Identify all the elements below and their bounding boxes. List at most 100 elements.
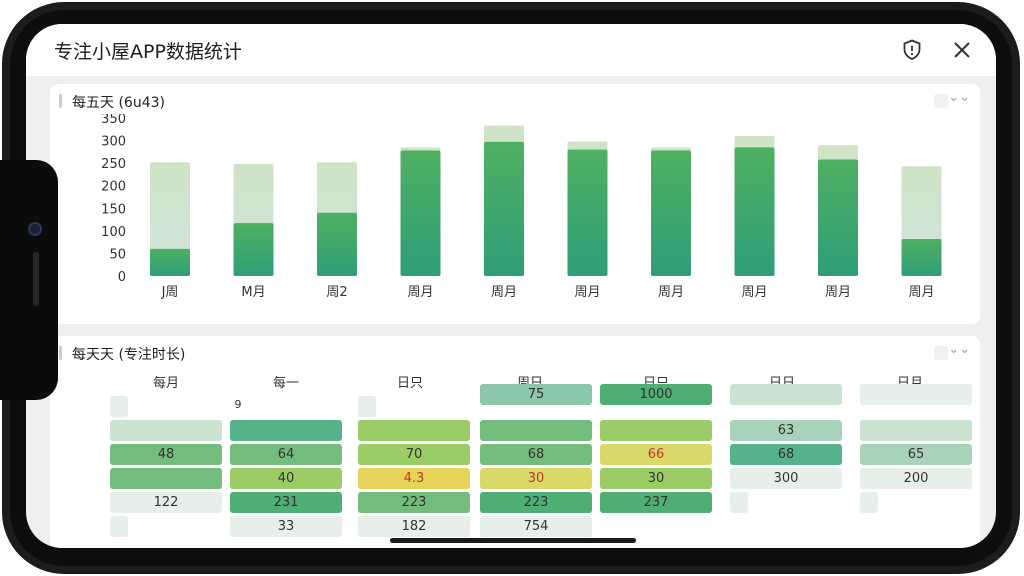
heatmap-cell[interactable] (110, 492, 222, 513)
y-tick-label: 0 (118, 270, 126, 285)
bar[interactable] (400, 150, 441, 276)
card-toggle[interactable] (934, 94, 948, 108)
heatmap: 每月每一日只周日日只日日日月481229644023133704.3223182… (50, 336, 980, 548)
heatmap-cell-value: 33 (277, 519, 295, 534)
heatmap-cell-value: 30 (647, 471, 665, 486)
x-tick-label: 周月 (741, 285, 767, 300)
card-header: 每天天 (专注时长) ⌄⌄ (50, 342, 980, 364)
card-toggle[interactable] (934, 346, 948, 360)
heatmap-cell[interactable] (358, 396, 376, 417)
y-tick-label: 350 (101, 114, 126, 127)
heatmap-cell[interactable] (358, 420, 470, 441)
heatmap-cell-value: 63 (777, 423, 795, 438)
x-tick-label: J周 (161, 285, 179, 300)
heatmap-cell[interactable] (600, 492, 712, 513)
heatmap-cell[interactable] (230, 516, 342, 537)
heatmap-cell-value: 66 (647, 447, 665, 462)
card-title: 每五天 (6u43) (72, 95, 165, 111)
heatmap-cell[interactable] (600, 444, 712, 465)
heatmap-cell[interactable] (230, 444, 342, 465)
x-tick-label: 周月 (908, 285, 934, 300)
bar[interactable] (651, 150, 691, 276)
app-screen: 专注小屋APP数据统计 每五天 (6u43) ⌄⌄ 0 50 100 150 200 25… (26, 24, 996, 548)
heatmap-cell[interactable] (600, 420, 712, 441)
bar[interactable] (484, 141, 524, 276)
heatmap-cell[interactable] (110, 468, 222, 489)
heatmap-cell[interactable] (480, 516, 592, 537)
bar[interactable] (901, 238, 942, 276)
heatmap-cell[interactable] (110, 444, 222, 465)
daily-heatmap-card: 每天天 (专注时长) ⌄⌄ 每月每一日只周日日只日日日月481229644023… (50, 336, 980, 548)
bar[interactable] (317, 212, 357, 276)
heatmap-cell[interactable] (230, 492, 342, 513)
heatmap-cell[interactable] (730, 468, 842, 489)
heatmap-cell-value: 65 (907, 447, 925, 462)
heatmap-cell-value: 223 (401, 495, 427, 510)
heatmap-cell[interactable] (860, 420, 972, 441)
heatmap-cell[interactable] (730, 420, 842, 441)
heatmap-cell[interactable] (730, 384, 842, 405)
heatmap-cell[interactable] (730, 444, 842, 465)
y-tick-label: 250 (101, 157, 126, 172)
heatmap-cell-value: 64 (277, 447, 295, 462)
heatmap-cell[interactable] (860, 384, 972, 405)
x-tick-label: 周月 (658, 285, 684, 300)
heatmap-cell-value: 200 (903, 471, 929, 486)
chevron-down-icon[interactable]: ⌄⌄ (948, 90, 970, 105)
alert-shield-icon[interactable] (900, 38, 924, 62)
heatmap-cell[interactable] (480, 420, 592, 441)
heatmap-cell-value: 1000 (639, 387, 673, 402)
heatmap-cell[interactable] (860, 468, 972, 489)
x-tick-label: M月 (241, 285, 265, 300)
heatmap-cell[interactable] (860, 444, 972, 465)
bar[interactable] (150, 248, 190, 276)
card-accent-bar (59, 346, 62, 360)
heatmap-cell[interactable] (110, 420, 222, 441)
heatmap-cell[interactable] (230, 420, 342, 441)
heatmap-cell[interactable] (480, 468, 592, 489)
heatmap-cell[interactable] (230, 468, 342, 489)
chevron-down-icon[interactable]: ⌄⌄ (948, 342, 970, 357)
camera-notch (0, 160, 58, 400)
bar[interactable] (233, 223, 274, 276)
heatmap-cell-value: 4.3 (403, 471, 425, 486)
heatmap-cell[interactable] (480, 444, 592, 465)
heatmap-cell[interactable] (600, 384, 712, 405)
heatmap-cell-value: 75 (527, 387, 545, 402)
card-header: 每五天 (6u43) ⌄⌄ (50, 90, 980, 112)
heatmap-cell[interactable] (480, 492, 592, 513)
bar[interactable] (734, 147, 775, 276)
heatmap-cell-value: 122 (153, 495, 179, 510)
weekly-chart-card: 每五天 (6u43) ⌄⌄ 0 50 100 150 200 250 300 350 J周 M月 周… (50, 84, 980, 324)
heatmap-cell[interactable] (730, 492, 748, 513)
heatmap-cell[interactable] (600, 468, 712, 489)
heatmap-cell[interactable] (358, 492, 470, 513)
bar-chart: 0 50 100 150 200 250 300 350 J周 M月 周2 周月 周月 周月 周月 周月 周月 周… (101, 114, 942, 300)
heatmap-cell[interactable] (358, 444, 470, 465)
y-tick-label: 200 (101, 180, 126, 195)
heatmap-cell-value: 40 (277, 471, 295, 486)
heatmap-cell[interactable] (358, 468, 470, 489)
heatmap-cell-value: 68 (527, 447, 545, 462)
x-tick-label: 周月 (825, 285, 851, 300)
card-title: 每天天 (专注时长) (72, 347, 186, 363)
home-indicator[interactable] (390, 538, 636, 543)
heatmap-cell-value: 754 (523, 519, 549, 534)
close-icon[interactable] (950, 38, 974, 62)
camera-icon (28, 222, 42, 236)
heatmap-cell[interactable] (480, 384, 592, 405)
y-tick-label: 50 (109, 247, 126, 262)
app-title: 专注小屋APP数据统计 (54, 41, 242, 63)
heatmap-cell-value: 237 (643, 495, 669, 510)
heatmap-cell[interactable] (860, 492, 878, 513)
title-bar: 专注小屋APP数据统计 (26, 24, 996, 76)
heatmap-cell[interactable] (110, 396, 128, 417)
heatmap-cell[interactable] (358, 516, 470, 537)
heatmap-cell[interactable] (110, 516, 128, 537)
bar[interactable] (818, 159, 858, 276)
bar[interactable] (567, 149, 608, 276)
heatmap-cell-value: 182 (401, 519, 427, 534)
y-tick-label: 300 (101, 135, 126, 150)
heatmap-cell-value: 231 (273, 495, 299, 510)
y-tick-label: 150 (101, 202, 126, 217)
